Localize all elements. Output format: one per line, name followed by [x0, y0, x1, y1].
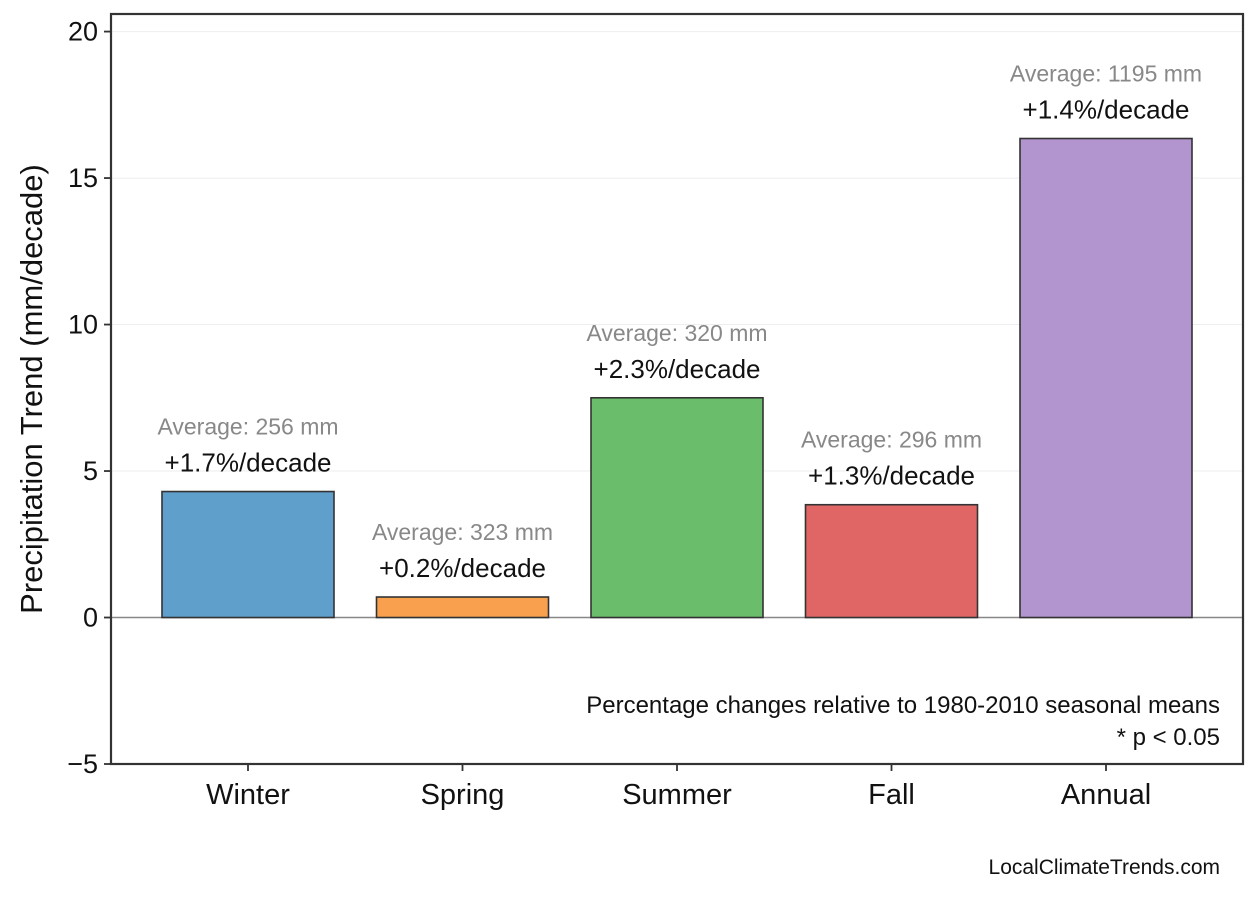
bar-layer — [161, 137, 1193, 619]
average-label-summer: Average: 320 mm — [586, 320, 767, 346]
annotation-significance-note: * p < 0.05 — [1117, 724, 1220, 751]
y-tick-label: 20 — [68, 17, 98, 47]
axis-layer: −5 0 5 10 15 20 Winter Spring Summer Fall Annual — [67, 17, 1151, 811]
x-tick-label: Fall — [868, 779, 915, 811]
y-tick-label: 15 — [68, 163, 98, 193]
label-layer: +1.7%/decade Average: 256 mm +0.2%/decade A… — [157, 61, 1202, 583]
bar-annual — [1019, 137, 1193, 619]
bar-winter — [161, 490, 335, 619]
percent-label-summer: +2.3%/decade — [594, 354, 761, 384]
percent-label-winter: +1.7%/decade — [165, 448, 332, 478]
y-tick-label: 10 — [68, 310, 98, 340]
bar-spring — [375, 596, 550, 619]
x-tick-label: Spring — [421, 779, 505, 811]
x-tick-label: Winter — [206, 779, 290, 811]
plot-frame — [109, 12, 1245, 766]
bar-summer — [590, 396, 764, 619]
x-tick-label: Annual — [1061, 779, 1151, 811]
average-label-spring: Average: 323 mm — [372, 519, 553, 545]
percent-label-fall: +1.3%/decade — [808, 461, 975, 491]
y-axis-label: Precipitation Trend (mm/decade) — [14, 164, 49, 614]
percent-label-annual: +1.4%/decade — [1023, 95, 1190, 125]
percent-label-spring: +0.2%/decade — [379, 553, 546, 583]
average-label-fall: Average: 296 mm — [801, 427, 982, 453]
annotation-percent-note: Percentage changes relative to 1980-2010… — [586, 692, 1220, 719]
y-tick-label: 5 — [83, 456, 98, 486]
x-tick-label: Summer — [622, 779, 732, 811]
credit-text: LocalClimateTrends.com — [989, 856, 1220, 879]
bar-fall — [804, 503, 979, 619]
y-tick-label: 0 — [83, 603, 98, 633]
average-label-winter: Average: 256 mm — [157, 414, 338, 440]
average-label-annual: Average: 1195 mm — [1010, 61, 1202, 87]
y-tick-label: −5 — [67, 749, 98, 779]
